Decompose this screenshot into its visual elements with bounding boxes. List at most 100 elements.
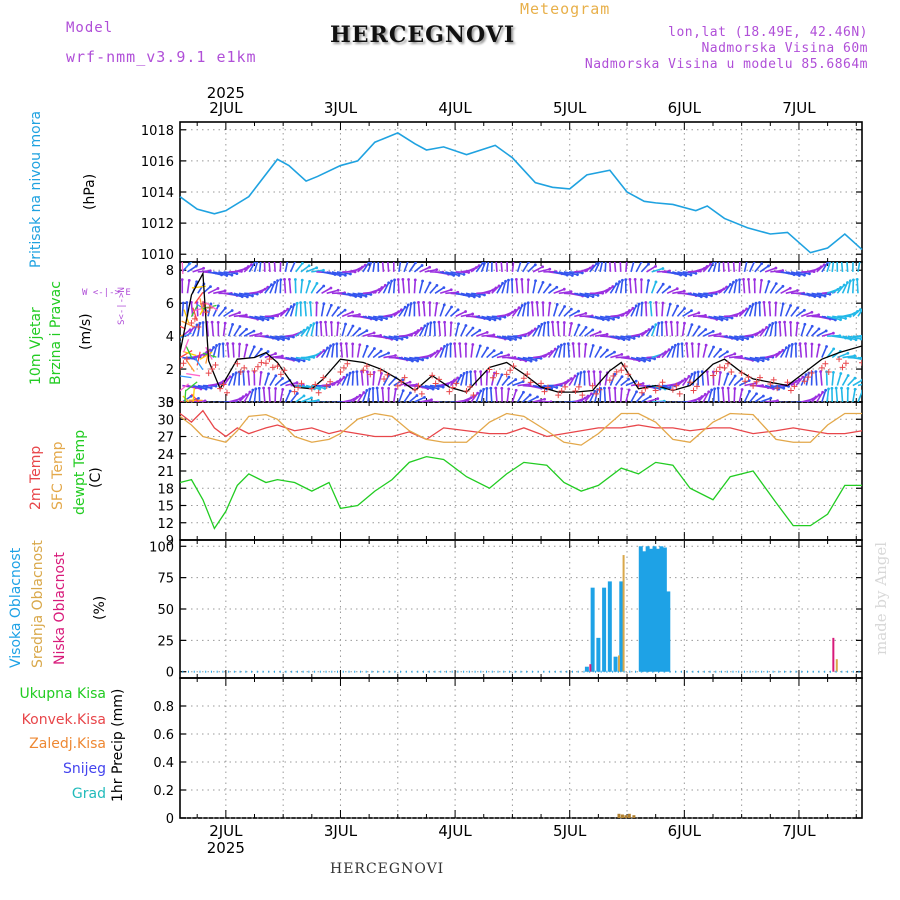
wind-barb (558, 290, 572, 295)
cloud-baseline-mark (531, 670, 533, 673)
wind-barb (729, 241, 733, 253)
wind-barb (672, 250, 684, 252)
wind-barb (584, 265, 594, 273)
wind-barb (340, 343, 343, 358)
wind-barb (759, 326, 768, 337)
y-tick-label: 0.6 (153, 728, 174, 743)
wind-barb-head (704, 343, 708, 347)
wind-barb (480, 389, 485, 402)
wind-barb-head (500, 351, 503, 354)
cloud-high-bar (659, 546, 664, 672)
wind-barb-head (336, 321, 340, 325)
wind-barb-head (329, 344, 332, 348)
cloud-baseline-mark (222, 670, 224, 673)
gust-marker (808, 370, 815, 377)
wind-barb-head (526, 301, 530, 305)
wind-barb-head (591, 344, 595, 347)
wind-barb-head (533, 263, 537, 267)
wind-barb-head (210, 320, 214, 324)
wind-barb-head (408, 380, 412, 384)
cloud-baseline-mark (784, 670, 786, 673)
wind-barb-head (853, 376, 857, 380)
wind-barb (465, 292, 480, 298)
wind-barb-head (248, 390, 252, 394)
wind-barb-head (534, 358, 538, 362)
cloud-baseline-mark (388, 670, 390, 673)
wind-barb (274, 377, 284, 387)
wind-barb (445, 271, 460, 277)
gust-marker (274, 363, 281, 370)
wind-barb (254, 315, 269, 321)
gust-marker (673, 382, 680, 389)
wind-barb (584, 329, 594, 337)
wind-barb (630, 262, 635, 273)
wind-barb-head (613, 372, 617, 376)
wind-barb (645, 280, 650, 294)
wind-barb (453, 343, 457, 358)
wind-barb (193, 252, 207, 255)
wind-barb (522, 330, 533, 337)
wind-barb (304, 302, 307, 317)
wind-barb-head (541, 265, 545, 269)
wind-barb-head (226, 342, 229, 345)
wind-barb-head (440, 347, 443, 350)
gust-marker (618, 367, 625, 374)
wind-barb (733, 378, 743, 387)
wind-barb-head (527, 262, 531, 264)
wind-barb (300, 280, 304, 294)
wind-barb (449, 309, 459, 317)
wind-barb (352, 266, 363, 273)
cloud-baseline-mark (560, 670, 562, 673)
gust-marker (327, 378, 334, 385)
wind-barb (366, 371, 369, 386)
wind-barb (759, 397, 772, 402)
cloud-baseline-mark (761, 670, 763, 673)
cloud-high-bar (619, 581, 624, 672)
wind-barb (821, 332, 834, 337)
wind-barb (403, 356, 418, 362)
wind-barb-head (282, 338, 285, 342)
wind-barb (857, 308, 862, 317)
wind-barb-head (263, 257, 266, 260)
wind-barb-head (323, 386, 327, 390)
wind-barb-head (373, 258, 376, 261)
gust-marker (753, 378, 760, 385)
cloud-baseline-mark (486, 670, 488, 673)
wind-barb (456, 245, 463, 253)
wind-barb-head (355, 370, 359, 374)
wind-barb (417, 302, 421, 317)
gust-marker (606, 377, 613, 384)
wind-barb (745, 247, 755, 252)
wind-barb (615, 335, 630, 341)
cloud-baseline-mark (405, 670, 407, 673)
gust-marker (842, 360, 849, 367)
wind-barb-head (715, 258, 718, 261)
wind-barb (205, 302, 218, 311)
wind-barb (512, 380, 524, 387)
wind-barb-head (274, 352, 277, 355)
wind-barb-head (722, 257, 725, 260)
wind-barb (558, 306, 566, 317)
wind-barb (531, 302, 534, 317)
wind-barb-head (413, 278, 417, 282)
wind-barb-head (216, 304, 220, 308)
gust-marker (716, 364, 723, 371)
wind-barb-head (603, 386, 606, 390)
wind-barb (217, 344, 221, 358)
wind-barb-head (674, 404, 677, 407)
wind-barb (749, 393, 758, 402)
wind-barb (320, 347, 329, 358)
wind-barb-head (260, 257, 263, 260)
wind-barb (429, 384, 444, 388)
wind-barb-head (796, 321, 799, 325)
wind-barb-head (421, 279, 424, 283)
gust-marker (774, 385, 781, 392)
bottom-year-label: 2025 (207, 839, 245, 857)
wind-barb-head (223, 306, 227, 310)
wind-barb-head (436, 387, 440, 391)
wind-barb-head (760, 248, 763, 251)
wind-barb-head (218, 342, 221, 346)
wind-barb (218, 271, 233, 276)
precip-panel: 00.20.40.60.8 (153, 677, 863, 827)
wind-barb-head (668, 302, 672, 306)
